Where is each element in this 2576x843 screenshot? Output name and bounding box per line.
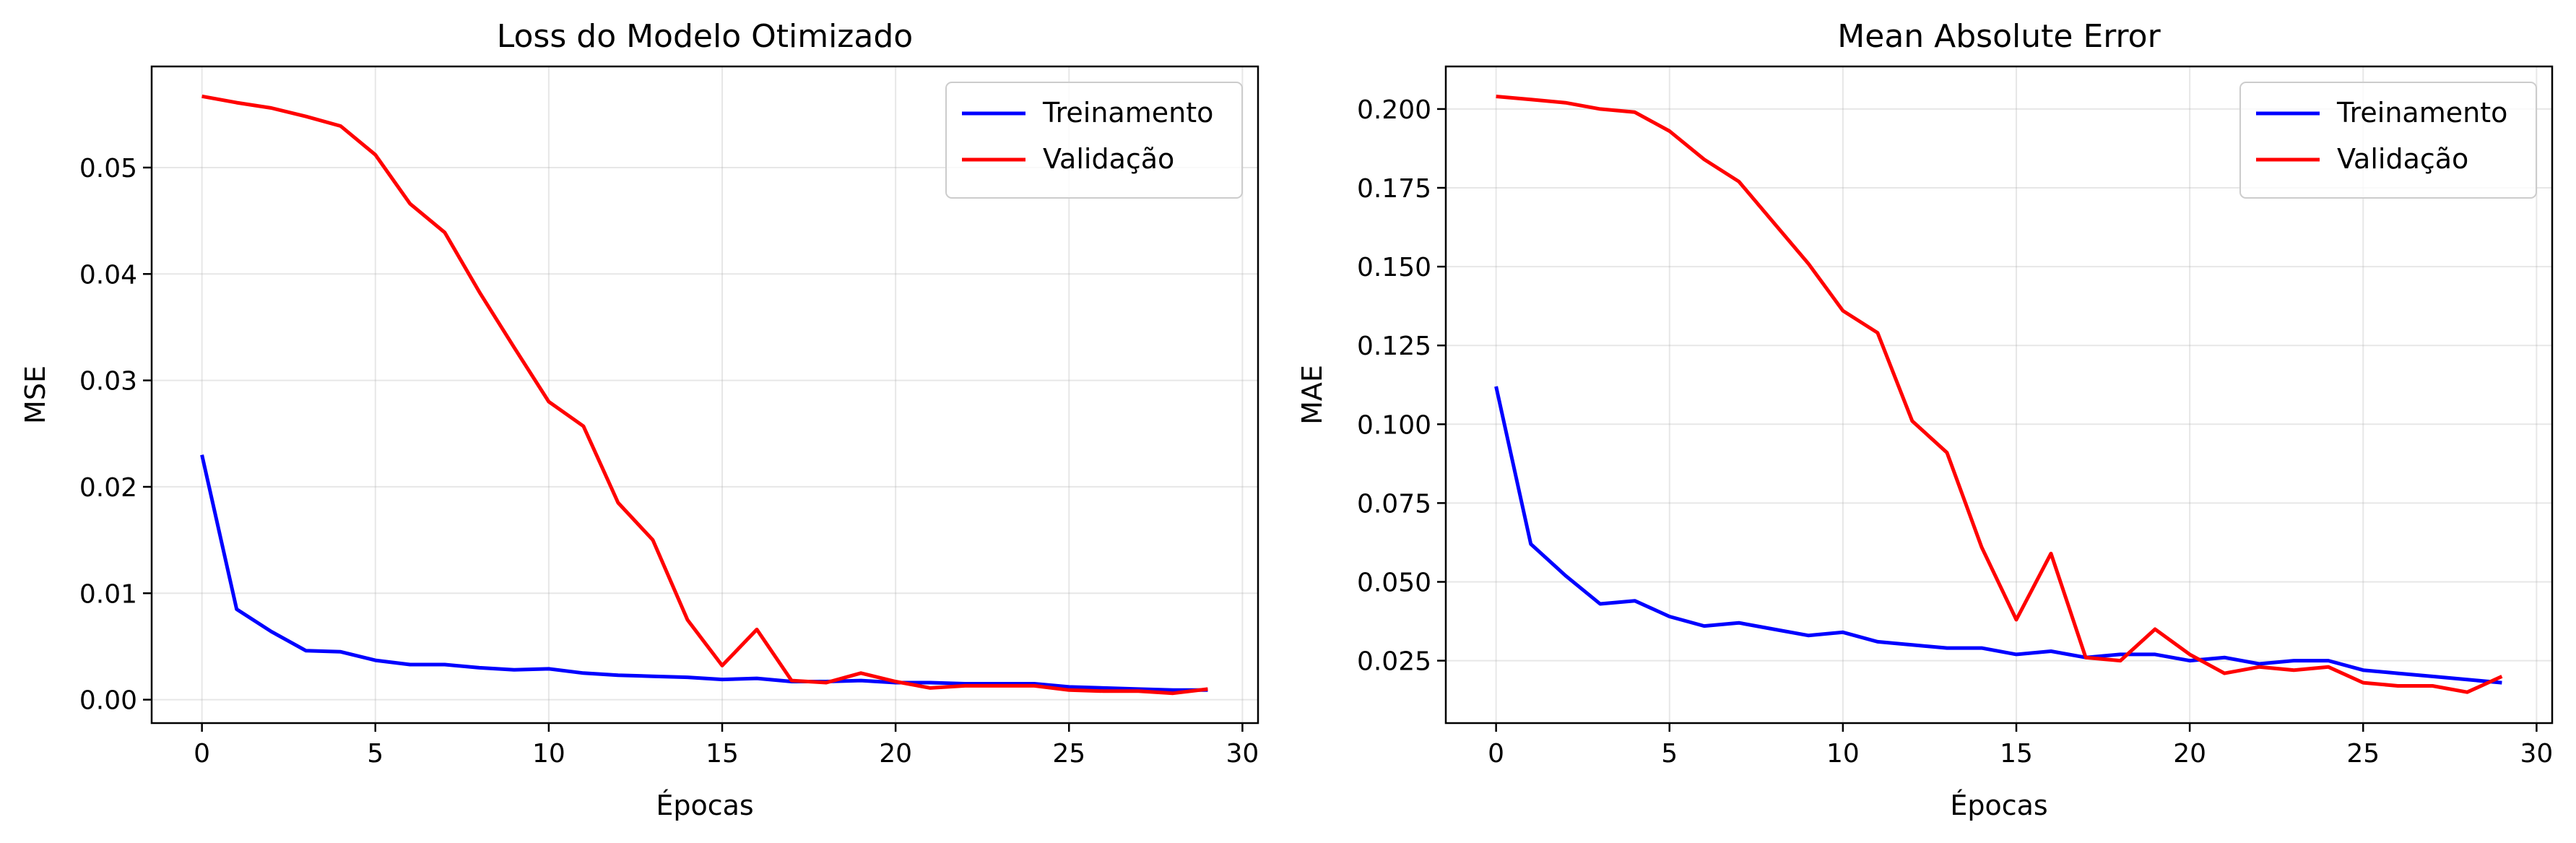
mae-x-ticks: 0 5 10 15 20 25 30: [1488, 723, 2553, 769]
mse-x-tick-label-4: 20: [879, 739, 912, 769]
mse-y-tick-label-5: 0.05: [79, 154, 137, 183]
mae-y-tick-label-7: 0.200: [1357, 95, 1431, 125]
mae-y-axis-label: MAE: [1296, 365, 1328, 425]
mse-chart-panel: 0 5 10 15 20 25 30 0.00 0.01 0.02 0.03 0.04 0.05 Lo…: [19, 18, 1259, 821]
mae-x-axis-label: Épocas: [1950, 790, 2047, 821]
mae-y-tick-label-4: 0.125: [1357, 332, 1431, 361]
mae-series-line-validacao: [1496, 95, 2503, 694]
mae-y-tick-label-2: 0.075: [1357, 489, 1431, 519]
mae-x-tick-label-3: 15: [2000, 739, 2033, 769]
mae-x-tick-label-6: 30: [2520, 739, 2553, 769]
mse-y-axis-label: MSE: [19, 366, 51, 424]
mse-series-lines: [200, 94, 1208, 696]
mse-x-axis-label: Épocas: [656, 790, 753, 821]
mse-y-tick-label-1: 0.01: [79, 579, 137, 609]
mse-y-tick-label-3: 0.03: [79, 367, 137, 397]
mse-y-tick-label-2: 0.02: [79, 473, 137, 503]
mae-y-tick-label-5: 0.150: [1357, 253, 1431, 282]
mse-plot-frame: [150, 65, 1259, 725]
mae-y-ticks: 0.025 0.050 0.075 0.100 0.125 0.150 0.175 0.200: [1357, 95, 1446, 677]
mae-plot-frame: [1444, 65, 2554, 725]
mse-x-tick-label-3: 15: [706, 739, 739, 769]
mse-x-tick-label-2: 10: [532, 739, 565, 769]
mae-y-tick-label-1: 0.050: [1357, 568, 1431, 597]
mae-x-tick-label-5: 25: [2346, 739, 2380, 769]
mae-legend-label-treinamento: Treinamento: [2336, 97, 2507, 129]
mse-x-tick-label-6: 30: [1226, 739, 1259, 769]
mse-legend-label-treinamento: Treinamento: [1042, 97, 1213, 129]
mae-y-tick-label-6: 0.175: [1357, 174, 1431, 204]
mae-y-tick-label-0: 0.025: [1357, 647, 1431, 677]
mae-legend-label-validacao: Validação: [2337, 143, 2468, 175]
mae-x-tick-label-4: 20: [2173, 739, 2206, 769]
mse-y-ticks: 0.00 0.01 0.02 0.03 0.04 0.05: [79, 154, 152, 716]
mse-x-tick-label-0: 0: [194, 739, 210, 769]
mae-legend-box: [2239, 82, 2537, 199]
mae-legend: Treinamento Validação: [2239, 82, 2537, 199]
mse-x-tick-label-5: 25: [1052, 739, 1085, 769]
mse-y-tick-label-4: 0.04: [79, 260, 137, 290]
mae-chart-title: Mean Absolute Error: [1837, 18, 2161, 55]
mae-series-lines: [1494, 95, 2503, 694]
mae-chart-panel: 0 5 10 15 20 25 30 0.0250.0500.0750.1000.1250.…: [1296, 18, 2553, 821]
mse-grid: [152, 66, 1258, 723]
mae-x-tick-label-0: 0: [1488, 739, 1504, 769]
mse-y-tick-label-0: 0.00: [79, 686, 137, 716]
mse-series-line-treinamento: [200, 454, 1208, 692]
mse-series-line-validacao: [201, 94, 1208, 696]
mse-legend-box: [945, 82, 1243, 199]
mse-legend: Treinamento Validação: [945, 82, 1243, 199]
mae-x-tick-label-1: 5: [1661, 739, 1678, 769]
mae-series-line-treinamento: [1494, 386, 2502, 685]
mse-x-tick-label-1: 5: [367, 739, 383, 769]
mae-y-tick-label-3: 0.100: [1357, 410, 1431, 440]
mse-x-ticks: 0 5 10 15 20 25 30: [194, 723, 1259, 769]
mse-legend-label-validacao: Validação: [1043, 143, 1174, 175]
mae-x-tick-label-2: 10: [1826, 739, 1860, 769]
mse-chart-title: Loss do Modelo Otimizado: [497, 18, 913, 55]
